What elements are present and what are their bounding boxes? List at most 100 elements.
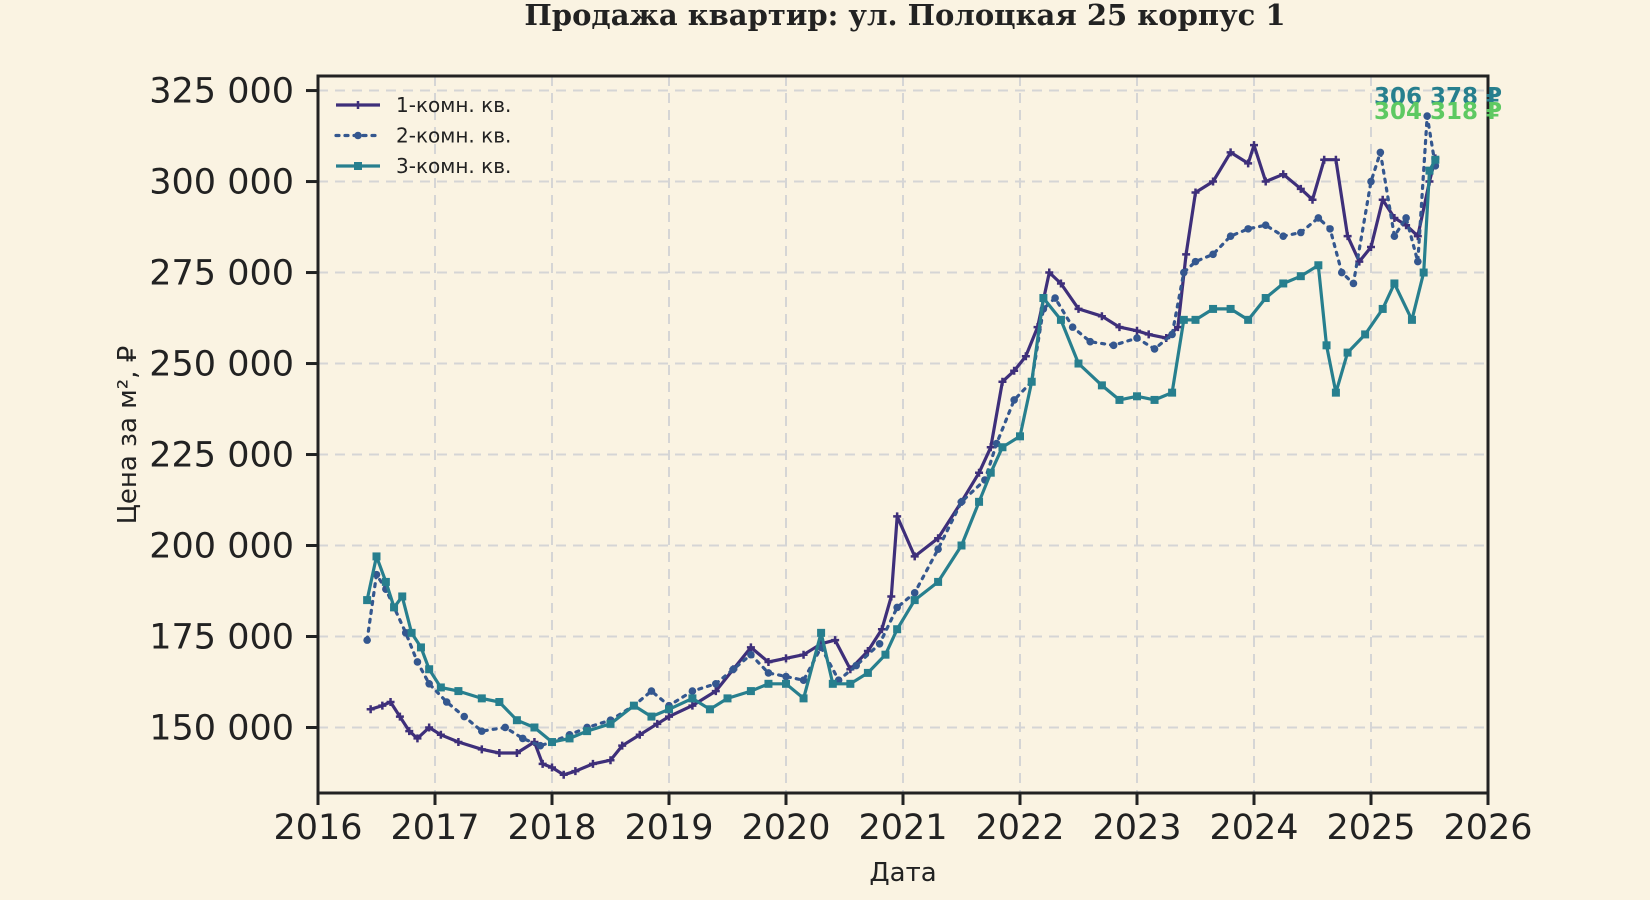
data-point	[495, 698, 504, 707]
x-tick-label: 2021	[858, 808, 947, 848]
data-point	[442, 698, 451, 706]
data-point	[372, 552, 381, 561]
data-point	[354, 162, 362, 170]
data-point	[799, 676, 808, 684]
data-point	[764, 679, 773, 688]
data-point	[998, 443, 1007, 452]
data-point	[877, 625, 886, 634]
data-point	[729, 665, 738, 674]
y-tick-label: 225 000	[149, 436, 294, 476]
data-point	[1244, 159, 1253, 168]
chart-title: Продажа квартир: ул. Полоцкая 25 корпус …	[524, 0, 1285, 32]
data-point	[782, 679, 790, 688]
data-point	[1182, 250, 1191, 259]
data-point	[386, 698, 395, 707]
x-tick-label: 2019	[624, 808, 713, 848]
data-point	[975, 468, 984, 477]
x-axis-label: Дата	[869, 858, 936, 888]
data-point	[934, 534, 943, 543]
data-point	[764, 657, 773, 666]
x-tick-label: 2023	[1092, 808, 1181, 848]
data-point	[425, 680, 433, 688]
data-point	[1337, 268, 1346, 277]
series-line	[365, 158, 1437, 744]
data-point	[571, 767, 580, 776]
y-axis-label: Цена за м², ₽	[113, 346, 143, 525]
data-point	[986, 468, 995, 477]
series-layer	[363, 112, 1440, 779]
data-point	[1378, 304, 1387, 313]
data-point	[957, 498, 966, 506]
data-point	[1279, 232, 1288, 240]
data-point	[875, 639, 884, 648]
data-point	[583, 727, 592, 736]
data-point	[436, 730, 445, 739]
data-point	[1296, 272, 1305, 281]
data-point	[606, 756, 615, 765]
data-point	[1115, 395, 1124, 404]
data-point	[1343, 232, 1352, 241]
data-point	[957, 541, 966, 550]
data-point	[518, 734, 527, 743]
data-point	[712, 680, 720, 688]
data-point	[538, 759, 547, 768]
y-tick-label: 275 000	[149, 254, 294, 294]
data-point	[1097, 312, 1106, 321]
data-point	[1244, 225, 1252, 233]
data-point	[618, 741, 627, 750]
x-tick-label: 2018	[507, 808, 596, 848]
data-point	[688, 687, 697, 695]
data-point	[1376, 148, 1385, 157]
data-point	[1209, 304, 1218, 313]
series-line	[365, 114, 1437, 748]
data-point	[653, 719, 662, 728]
data-point	[1179, 315, 1188, 324]
data-point	[782, 654, 790, 663]
data-point	[1133, 326, 1141, 335]
data-point	[425, 665, 434, 674]
data-point	[998, 377, 1007, 386]
data-point	[501, 723, 510, 732]
y-tick-label: 325 000	[149, 72, 294, 112]
data-point	[606, 719, 615, 728]
data-point	[1209, 177, 1218, 186]
data-point	[799, 694, 808, 703]
data-point	[1279, 170, 1288, 179]
data-point	[536, 741, 545, 750]
data-point	[1226, 232, 1235, 240]
x-tick-label: 2016	[273, 808, 362, 848]
data-point	[1308, 195, 1317, 204]
data-point	[366, 705, 375, 714]
data-point	[1045, 268, 1054, 277]
data-point	[1150, 395, 1159, 404]
data-point	[828, 679, 837, 688]
data-point	[665, 712, 673, 721]
data-point	[1191, 315, 1200, 324]
data-point	[395, 712, 404, 721]
data-point	[1378, 195, 1387, 204]
data-point	[1168, 330, 1176, 339]
data-point	[454, 738, 463, 747]
data-point	[1279, 279, 1288, 288]
data-point	[1056, 315, 1065, 324]
data-point	[1250, 141, 1258, 150]
data-point	[1191, 257, 1200, 266]
data-point	[1390, 232, 1399, 240]
data-point	[881, 650, 890, 659]
legend-label: 2-комн. кв.	[396, 124, 511, 148]
y-tick-label: 200 000	[149, 527, 294, 567]
data-point	[688, 694, 697, 703]
data-point	[1150, 345, 1159, 353]
data-point	[477, 694, 486, 703]
data-point	[746, 687, 755, 696]
data-point	[817, 628, 826, 637]
data-point	[363, 596, 372, 605]
y-tick-label: 300 000	[149, 163, 294, 203]
data-point	[1133, 334, 1141, 342]
y-tick-label: 150 000	[149, 708, 294, 748]
data-point	[390, 603, 399, 612]
data-point	[1414, 257, 1422, 266]
data-point	[1074, 304, 1083, 313]
data-point	[1425, 166, 1434, 175]
data-point	[723, 694, 732, 703]
